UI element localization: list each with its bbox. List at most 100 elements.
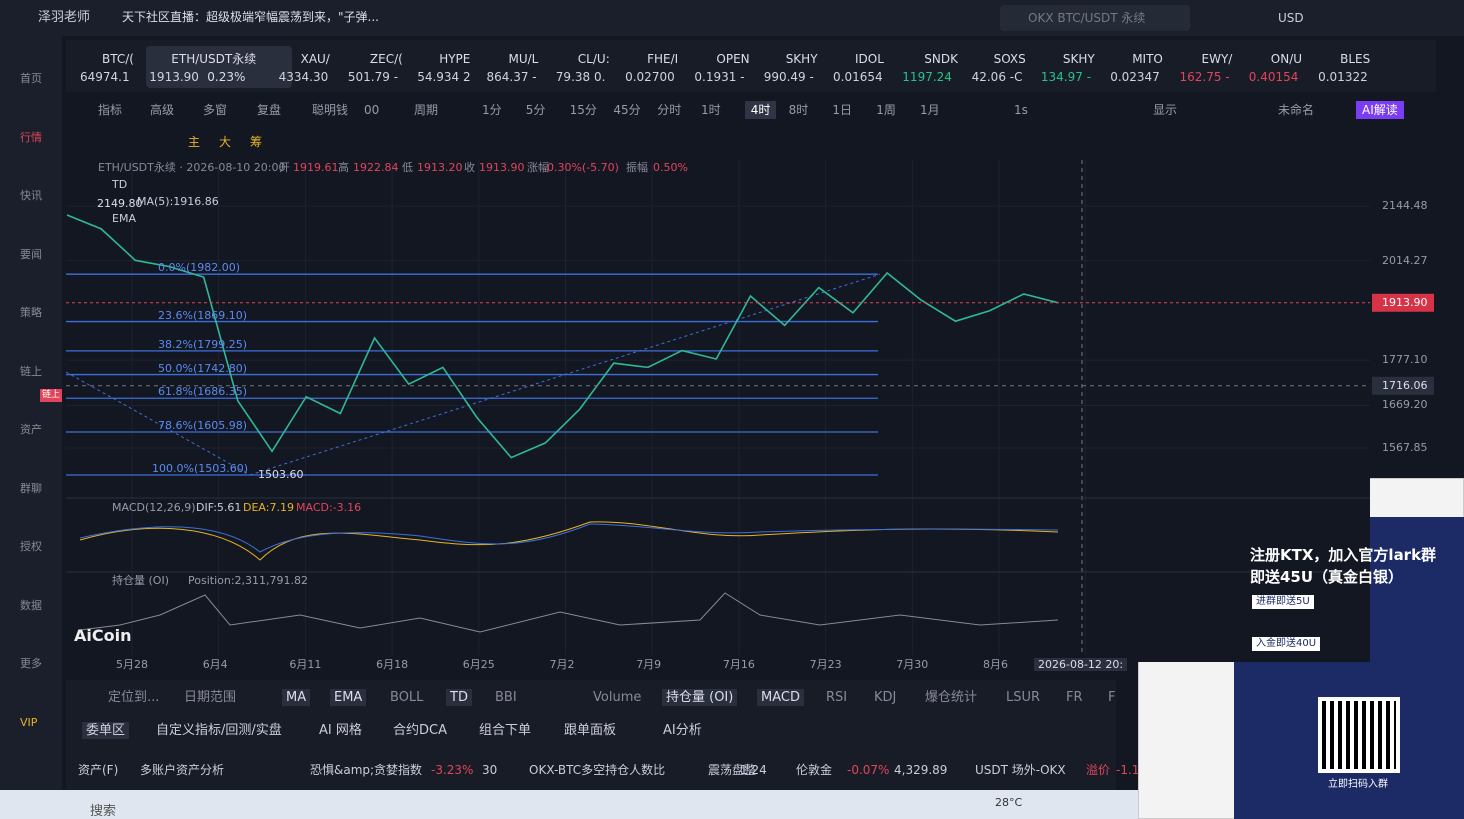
ticker-name[interactable]: EWY/ xyxy=(1201,52,1233,66)
indicator-tab[interactable]: 日期范围 xyxy=(184,690,237,705)
ticker-price: 79.38 0. xyxy=(555,70,606,84)
ticker-name[interactable]: BLES xyxy=(1340,52,1371,66)
panel-tab[interactable]: AI分析 xyxy=(663,723,702,738)
ticker-price: 54.934 2 xyxy=(417,70,471,84)
sidebar-item[interactable]: 策略 xyxy=(20,306,42,319)
indicator-tab[interactable]: EMA xyxy=(330,689,367,706)
toolbar-right[interactable]: 1s xyxy=(1014,103,1028,117)
period-button[interactable]: 45分 xyxy=(613,103,641,117)
indicator-tab[interactable]: TD xyxy=(446,689,472,706)
period-button[interactable]: 1时 xyxy=(701,103,721,117)
indicator-tab[interactable]: LSUR xyxy=(1006,690,1041,705)
indicator-tab[interactable]: RSI xyxy=(826,690,848,705)
ticker-name[interactable]: SKHY xyxy=(785,52,818,66)
ticker-price: 1197.24 xyxy=(902,70,952,84)
ticker-name[interactable]: MU/L xyxy=(508,52,539,66)
ticker-name[interactable]: SKHY xyxy=(1062,52,1095,66)
toolbar-item[interactable]: 周期 xyxy=(414,103,439,117)
currency-select[interactable]: USD xyxy=(1278,11,1304,25)
toolbar-right[interactable]: AI解读 xyxy=(1356,101,1404,119)
toolbar-item[interactable]: 00 xyxy=(364,103,380,117)
toolbar-item[interactable]: 高级 xyxy=(150,103,175,117)
ticker-name[interactable]: CL/U: xyxy=(577,52,610,66)
high-label: 2149.80 xyxy=(97,197,143,210)
x-tick-label: 5月28 xyxy=(116,658,148,671)
indicator-tab[interactable]: 爆仓统计 xyxy=(925,690,978,705)
ticker-name[interactable]: ETH/USDT永续 xyxy=(171,52,257,66)
sidebar-item[interactable]: 首页 xyxy=(20,72,42,85)
ticker-price: 64974.1 xyxy=(80,70,130,84)
ticker-name[interactable]: SOXS xyxy=(993,52,1026,66)
indicator-tab[interactable]: FR xyxy=(1066,690,1083,705)
indicator-tab[interactable]: 定位到... xyxy=(108,690,160,705)
period-button[interactable]: 分时 xyxy=(657,103,682,117)
ticker-name[interactable]: SNDK xyxy=(924,52,958,66)
panel-tab[interactable]: 合约DCA xyxy=(393,723,447,738)
toolbar-item[interactable]: 多窗 xyxy=(203,103,228,117)
sidebar-item[interactable]: 要闻 xyxy=(20,247,42,261)
period-button[interactable]: 8时 xyxy=(788,103,809,117)
panel-tab[interactable]: 组合下单 xyxy=(479,723,532,738)
indicator-tab[interactable]: BBI xyxy=(495,690,517,705)
sidebar-item[interactable]: 群聊 xyxy=(20,481,42,495)
period-button[interactable]: 15分 xyxy=(569,103,597,117)
fib-label: 23.6%(1869.10) xyxy=(158,308,248,322)
ticker-name[interactable]: IDOL xyxy=(855,52,884,66)
ticker-name[interactable]: MITO xyxy=(1132,52,1163,66)
search-box[interactable] xyxy=(1000,5,1190,31)
period-button[interactable]: 4时 xyxy=(744,101,777,119)
toolbar-item[interactable]: 聪明钱 xyxy=(312,103,349,117)
panel-tab[interactable]: 跟单面板 xyxy=(564,723,617,738)
sidebar-item[interactable]: 快讯 xyxy=(20,189,42,202)
period-button[interactable]: 5分 xyxy=(525,103,546,117)
ticker-name[interactable]: XAU/ xyxy=(300,52,330,66)
sidebar-item[interactable]: 链上 xyxy=(20,364,42,378)
period-button[interactable]: 1周 xyxy=(876,103,896,117)
indicator-tab[interactable]: MACD xyxy=(757,689,804,706)
panel-tab[interactable]: 委单区 xyxy=(82,722,130,739)
period-button[interactable]: 1日 xyxy=(832,103,853,117)
panel-tab[interactable]: AI 网格 xyxy=(319,723,362,738)
ticker-name[interactable]: OPEN xyxy=(716,52,750,66)
indicator-tab[interactable]: Volume xyxy=(593,690,642,705)
ticker-name[interactable]: FHE/I xyxy=(647,52,679,66)
toolbar-right[interactable]: 显示 xyxy=(1153,103,1178,117)
qr-code[interactable] xyxy=(1318,697,1400,773)
status-item: 4,329.89 xyxy=(894,763,948,777)
ticker-active[interactable] xyxy=(146,46,292,88)
ticker-name[interactable]: ZEC/( xyxy=(369,52,403,66)
sidebar-item[interactable]: 数据 xyxy=(20,598,42,612)
ticker-name[interactable]: ON/U xyxy=(1270,52,1303,66)
toolbar-item[interactable]: 指标 xyxy=(98,103,123,117)
bottom-bar xyxy=(66,680,1116,790)
price-tag xyxy=(1372,293,1434,312)
ad-button[interactable]: 立即扫码入群 xyxy=(1328,779,1388,790)
sidebar-item[interactable]: 行情 xyxy=(20,130,42,144)
panel-tab[interactable]: 自定义指标/回测/实盘 xyxy=(156,723,282,738)
taskbar-search[interactable]: 搜索 xyxy=(90,804,117,819)
y-tick-label: 2014.27 xyxy=(1382,253,1428,267)
ticker-name[interactable]: BTC/( xyxy=(102,52,134,66)
watermark: AiCoin xyxy=(74,626,132,645)
toolbar-item[interactable]: 复盘 xyxy=(257,103,282,117)
indicator-tab[interactable]: 持仓量 (OI) xyxy=(662,689,738,706)
crosshair-label: 1716.06 xyxy=(1382,378,1428,392)
ticker-price: 501.79 - xyxy=(347,70,399,84)
toolbar-right[interactable]: 未命名 xyxy=(1278,103,1315,117)
sidebar-item[interactable]: 资产 xyxy=(20,423,42,436)
indicator-tab[interactable]: MA xyxy=(282,689,311,706)
sidebar-item[interactable]: 授权 xyxy=(20,540,42,553)
sidebar-item[interactable]: VIP xyxy=(20,715,38,729)
indicator-tab[interactable]: F xyxy=(1108,690,1116,705)
indicator-tab[interactable]: BOLL xyxy=(390,690,424,705)
ticker-name[interactable]: HYPE xyxy=(439,52,471,66)
draw-tool[interactable]: 大 xyxy=(219,135,232,149)
draw-tool[interactable]: 筹 xyxy=(250,135,263,149)
ohlc-item: 高 xyxy=(338,161,349,174)
indicator-tab[interactable]: KDJ xyxy=(874,690,897,705)
period-button[interactable]: 1分 xyxy=(482,103,502,117)
period-button[interactable]: 1月 xyxy=(920,103,940,117)
draw-tool[interactable]: 主 xyxy=(188,135,201,149)
sidebar-item[interactable]: 更多 xyxy=(20,657,42,670)
ad-title[interactable]: 注册KTX，加入官方lark群 xyxy=(1250,546,1437,564)
